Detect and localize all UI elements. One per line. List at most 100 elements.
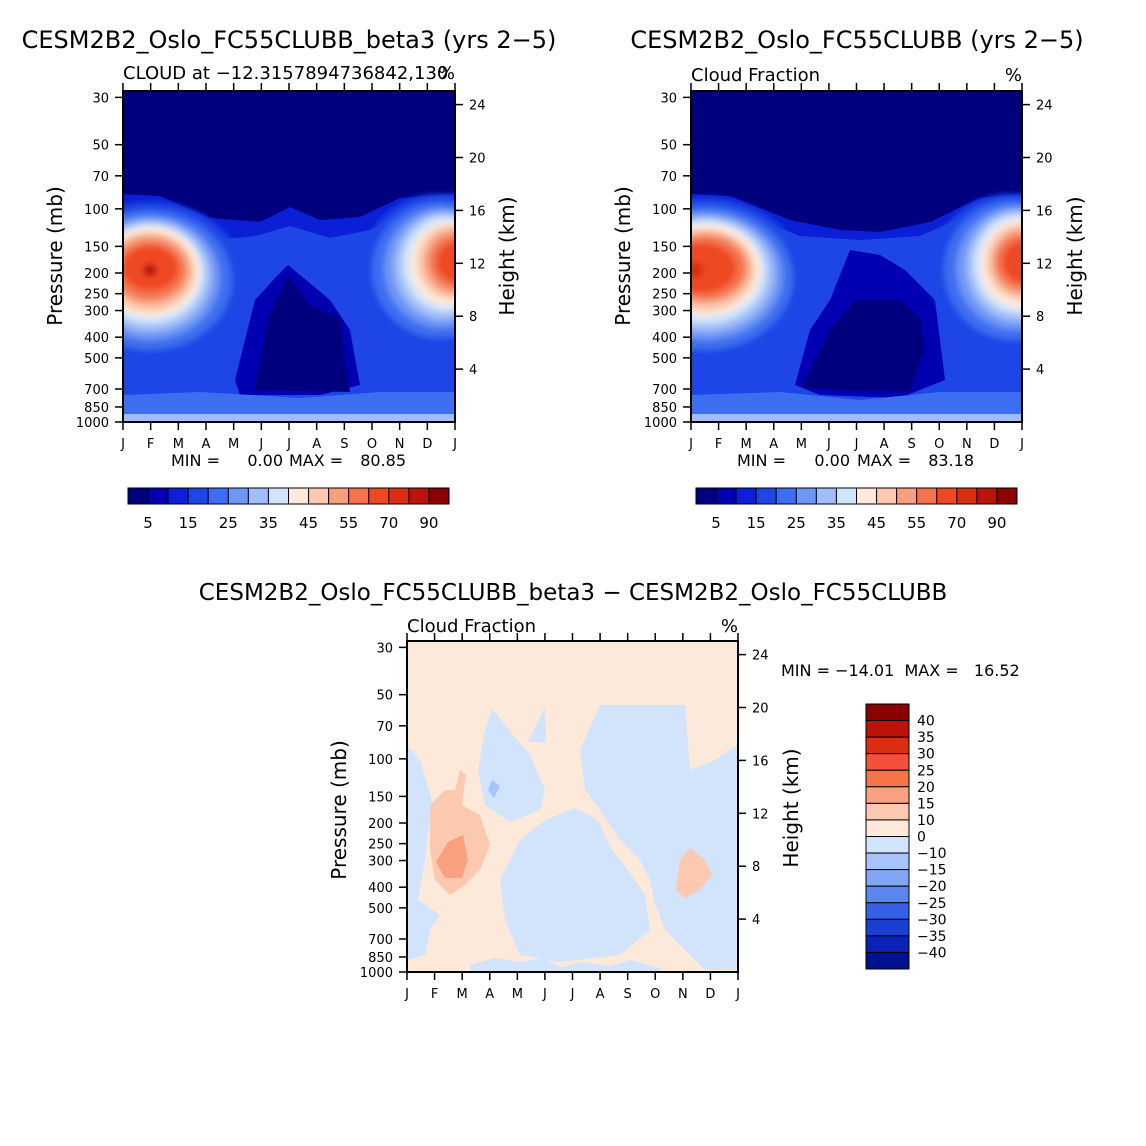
colorbar-swatch (936, 487, 958, 505)
colorbar-tick-label: −20 (917, 879, 947, 895)
colorbar-swatch (865, 902, 910, 920)
contour-fill-negative-left (407, 745, 440, 960)
colorbar-swatch (368, 487, 390, 505)
month-tick-label: D (705, 987, 715, 1002)
month-tick-label: A (485, 987, 494, 1002)
month-tick-label: A (202, 437, 211, 452)
month-tick-label: J (1019, 437, 1024, 452)
min-label: MIN = (737, 451, 786, 470)
colorbar-swatch (865, 736, 910, 755)
pressure-tick-label: 100 (652, 203, 677, 218)
pressure-tick-label: 300 (652, 305, 677, 320)
pressure-tick-label: 700 (368, 933, 393, 948)
colorbar-tick-label: 40 (917, 714, 935, 730)
pressure-tick-label: 50 (376, 689, 393, 704)
month-tick-label: M (512, 987, 523, 1002)
pressure-tick-label: 250 (84, 288, 109, 303)
axis-ticks (683, 83, 1030, 430)
contour-fill-level-4 (255, 276, 350, 392)
axis-ticks (115, 83, 463, 430)
colorbar-swatch (735, 487, 757, 505)
month-tick-label: J (688, 437, 693, 452)
colorbar-swatch (865, 703, 910, 722)
pressure-tick-label: 1000 (644, 416, 677, 431)
pressure-tick-label: 200 (368, 817, 393, 832)
month-tick-label: M (457, 987, 468, 1002)
left-subtitle: CLOUD at −12.3157894736842,130 (123, 63, 448, 84)
month-tick-label: N (395, 437, 405, 452)
colorbar-swatch (267, 487, 289, 505)
colorbar-swatch (865, 918, 910, 937)
colorbar-tick-label: 15 (747, 514, 766, 532)
colorbar-swatch (288, 487, 310, 505)
height-tick-label: 20 (1036, 152, 1053, 167)
y-axis-label: Pressure (mb) (43, 186, 67, 326)
month-tick-label: F (147, 437, 154, 452)
height-tick-label: 16 (1036, 204, 1053, 219)
contour-fill-negative-dip (488, 780, 500, 798)
panel-difference: CESM2B2_Oslo_FC55CLUBB_beta3 − CESM2B2_O… (199, 580, 1020, 1002)
colorbar-swatch (755, 487, 777, 505)
colorbar-tick-label: 15 (917, 796, 935, 812)
colorbar-swatch (856, 487, 878, 505)
colorbar-tick-label: −35 (917, 929, 947, 945)
colorbar-tick-label: −30 (917, 912, 947, 928)
month-tick-label: S (624, 987, 632, 1002)
month-tick-label: S (908, 437, 916, 452)
min-label: MIN = (171, 451, 220, 470)
colorbar-tick-label: 5 (711, 514, 721, 532)
colorbar-tick-label: 70 (947, 514, 966, 532)
colorbar-swatch (865, 802, 910, 821)
pressure-tick-label: 1000 (76, 416, 109, 431)
colorbar-tick-label: 5 (143, 514, 153, 532)
month-tick-label: S (340, 437, 348, 452)
y2-axis-label: Height (km) (495, 196, 519, 315)
right-subtitle: % (438, 63, 455, 84)
height-tick-label: 20 (752, 702, 769, 717)
pressure-tick-label: 50 (660, 139, 677, 154)
month-tick-label: A (596, 987, 605, 1002)
colorbar: 5 15 25 35 45 55 70 90 (127, 487, 450, 532)
month-tick-label: J (258, 437, 263, 452)
pressure-tick-label: 200 (652, 267, 677, 282)
height-tick-label: 12 (1036, 257, 1053, 272)
contour-fill-positive-island (648, 905, 660, 920)
pressure-tick-label: 70 (660, 170, 677, 185)
max-value: 83.18 (928, 451, 974, 470)
contour-surface-band (691, 414, 1022, 422)
month-tick-label: J (570, 987, 575, 1002)
colorbar-swatch (695, 487, 717, 505)
colorbar-tick-label: 90 (419, 514, 438, 532)
pressure-tick-label: 700 (84, 383, 109, 398)
colorbar-swatch (865, 885, 910, 904)
colorbar-tick-label: 35 (259, 514, 278, 532)
colorbar-swatch (388, 487, 410, 505)
pressure-tick-label: 150 (652, 240, 677, 255)
pressure-tick-label: 300 (84, 305, 109, 320)
max-label: MAX = (857, 451, 911, 470)
y2-axis-label: Height (km) (1063, 196, 1087, 315)
pressure-tick-label: 70 (376, 720, 393, 735)
colorbar-tick-label: −40 (917, 945, 947, 961)
right-subtitle: % (721, 616, 738, 637)
colorbar-swatch (127, 487, 149, 505)
colorbar-tick-label: 70 (379, 514, 398, 532)
height-tick-labels: 24 20 16 12 8 4 (469, 99, 486, 378)
month-tick-label: J (542, 987, 547, 1002)
colorbar-swatch (916, 487, 938, 505)
month-tick-label: M (796, 437, 807, 452)
height-tick-label: 24 (469, 99, 486, 114)
contour-field (123, 91, 455, 422)
month-tick-label: J (404, 987, 409, 1002)
height-tick-label: 12 (469, 257, 486, 272)
pressure-tick-label: 30 (376, 641, 393, 656)
pressure-tick-label: 150 (368, 790, 393, 805)
pressure-tick-label: 500 (84, 352, 109, 367)
month-tick-label: J (286, 437, 291, 452)
colorbar-swatch (865, 951, 910, 970)
